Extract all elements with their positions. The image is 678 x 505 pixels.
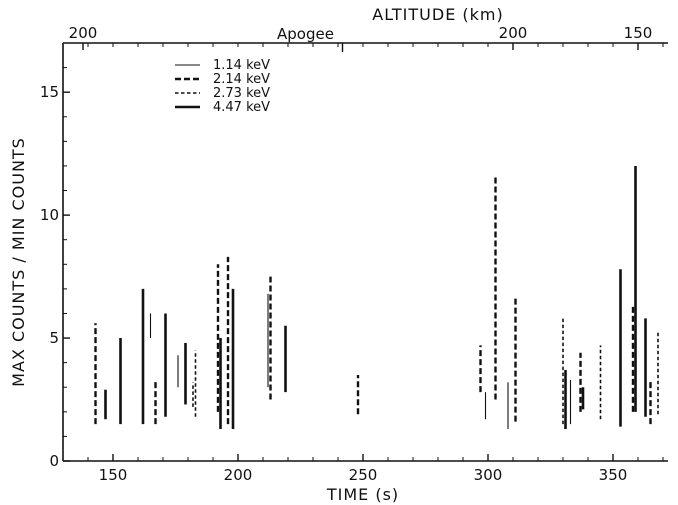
- y-tick-label: 10: [40, 206, 59, 224]
- top-tick-label: 200: [69, 24, 98, 42]
- y-axis-title: MAX COUNTS / MIN COUNTS: [9, 137, 28, 387]
- x-tick-label: 350: [599, 466, 628, 484]
- plot-frame: [62, 42, 668, 462]
- y-tick-label: 15: [40, 83, 59, 101]
- x-tick-label: 150: [99, 466, 128, 484]
- legend-label: 2.14 keV: [213, 72, 270, 87]
- x-tick-label: 250: [349, 466, 378, 484]
- top-tick-label: 150: [624, 24, 653, 42]
- top-axis-title: ALTITUDE (km): [372, 5, 503, 24]
- y-tick-label: 0: [49, 452, 59, 470]
- legend-label: 2.73 keV: [213, 86, 270, 101]
- top-tick-label: 200: [499, 24, 528, 42]
- y-tick-label: 5: [49, 329, 59, 347]
- legend-label: 1.14 keV: [213, 58, 270, 73]
- apogee-label: Apogee: [277, 25, 334, 43]
- axis-ticks: 150 200 250 300 350 0 5 10 15 200 200 150 Apogee: [40, 24, 664, 484]
- legend-label: 4.47 keV: [213, 100, 270, 115]
- data-layer: [94, 165, 659, 430]
- x-tick-label: 300: [474, 466, 503, 484]
- x-axis-title: TIME (s): [326, 485, 399, 504]
- x-tick-label: 200: [224, 466, 253, 484]
